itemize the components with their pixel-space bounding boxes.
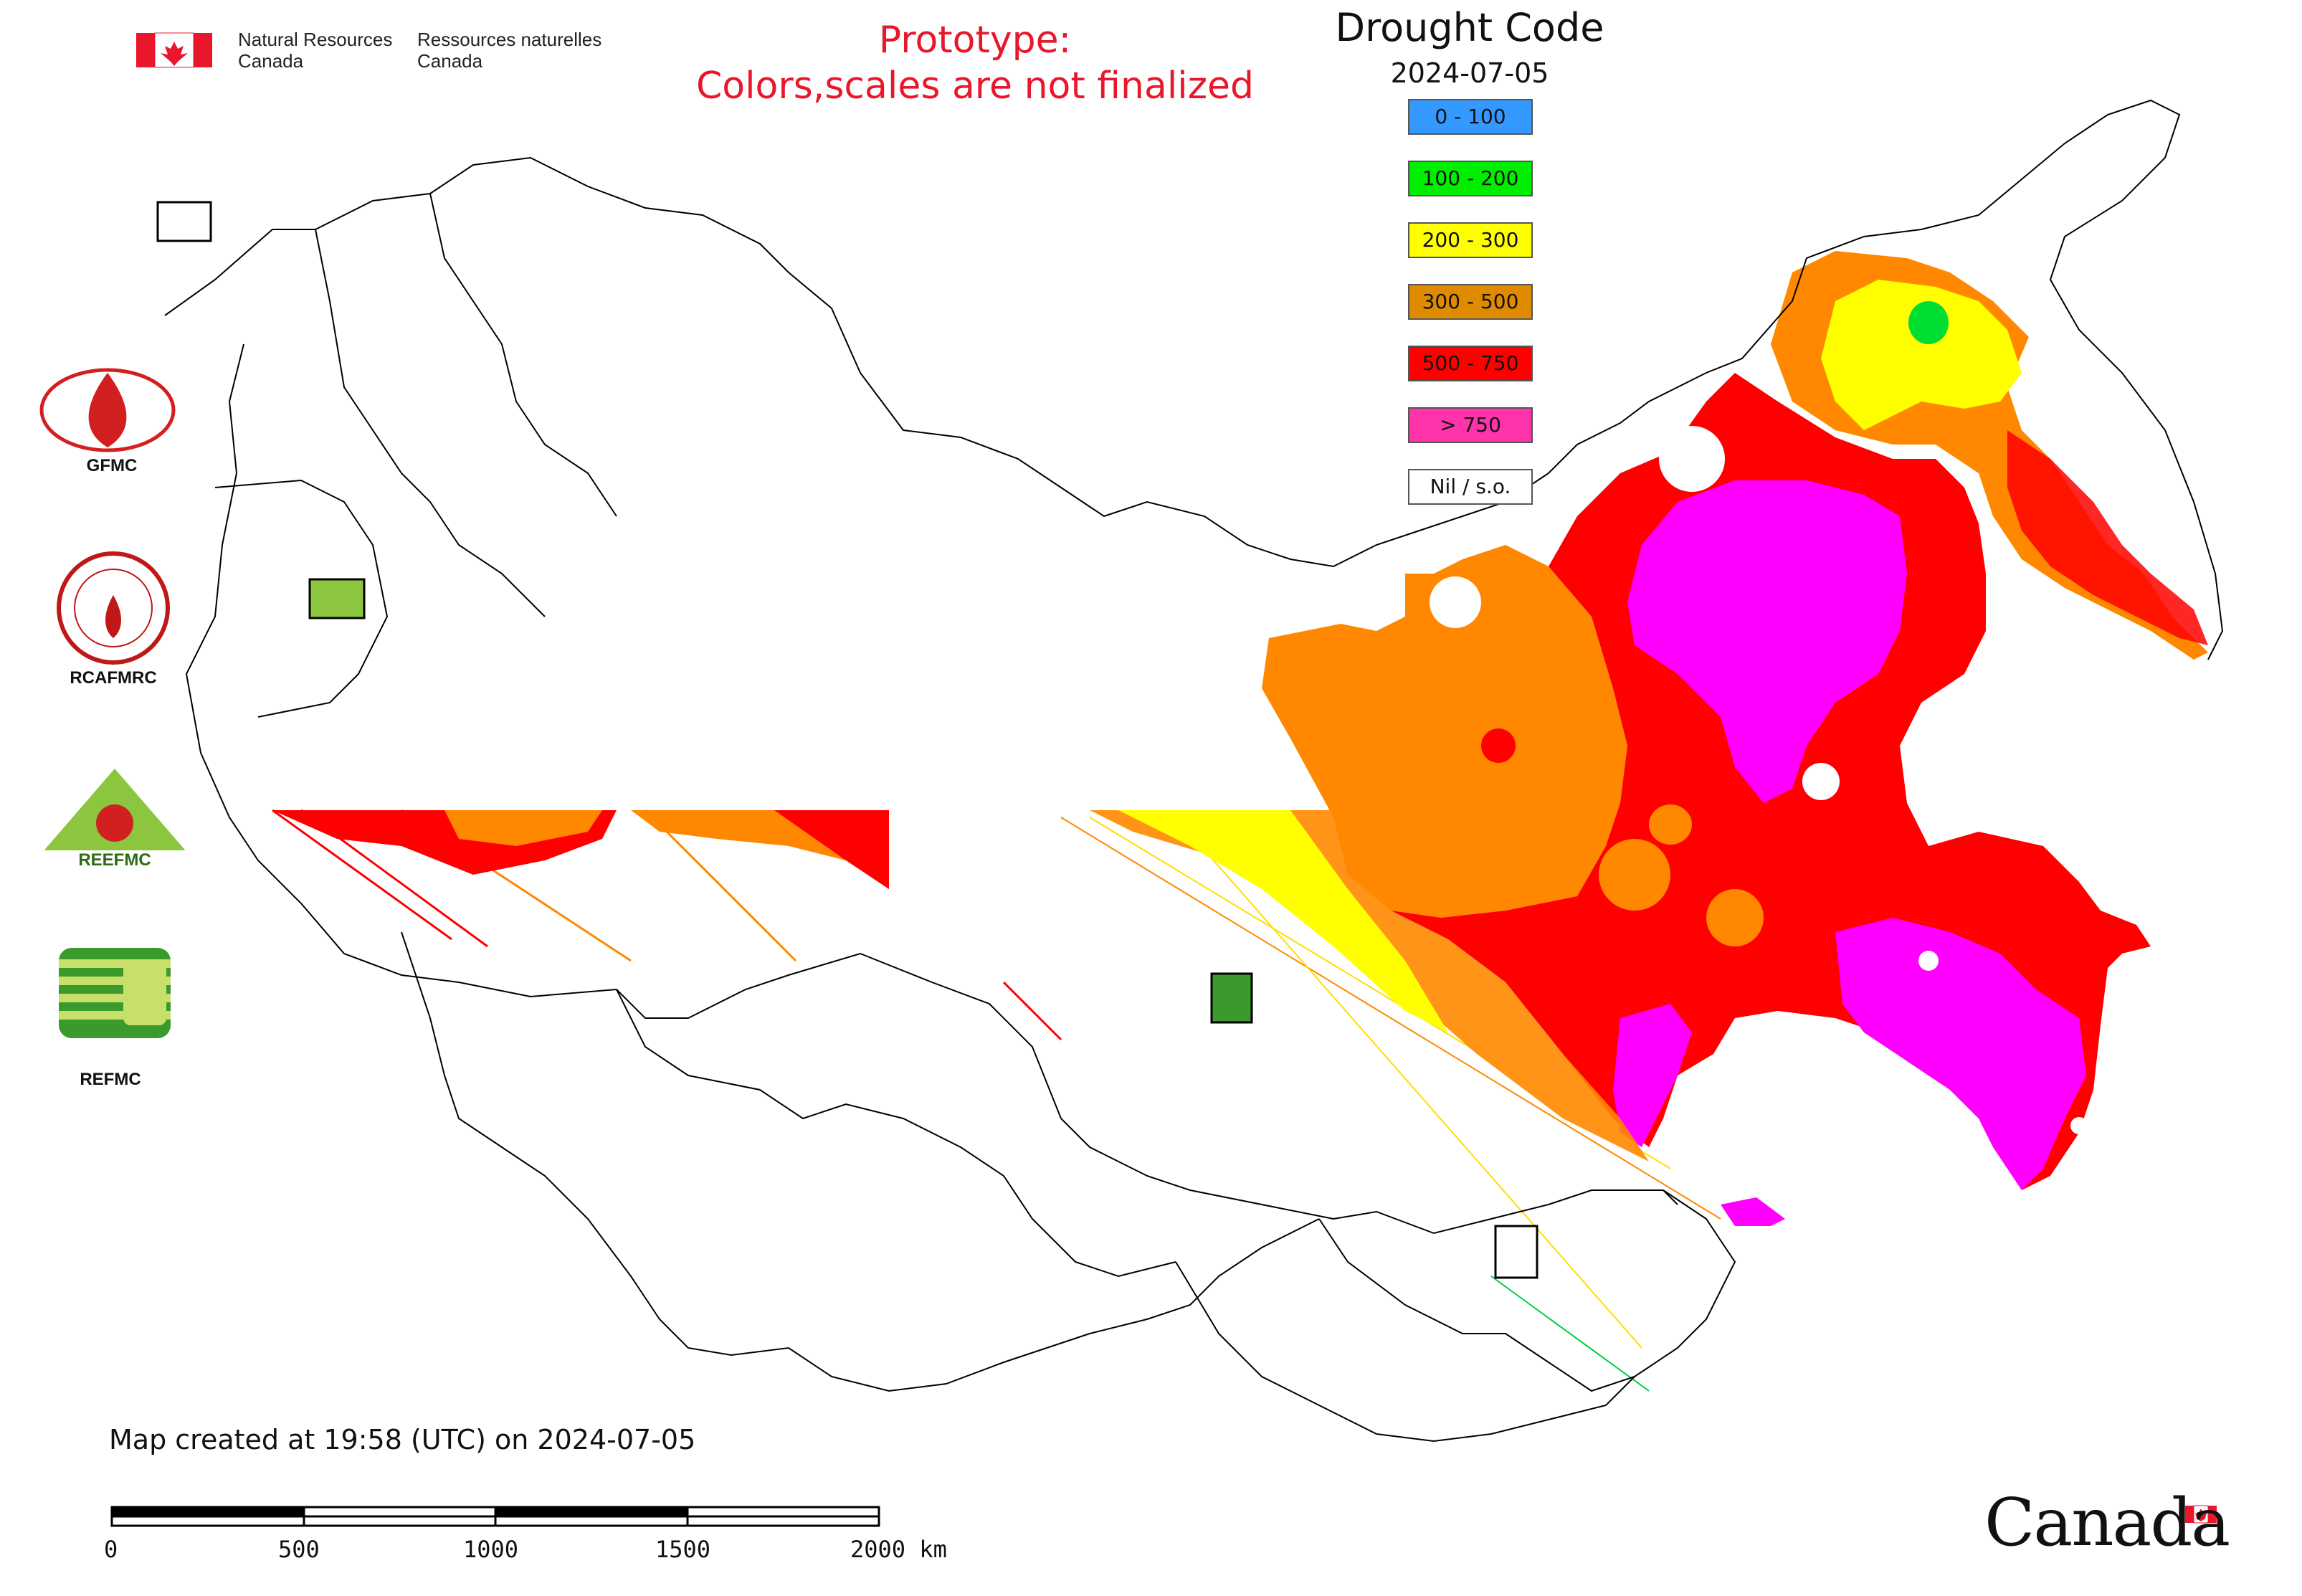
small-reefmc-marker-icon xyxy=(308,578,366,619)
reefmc-logo-text: REEFMC xyxy=(78,850,151,870)
country-borders xyxy=(164,99,2224,1443)
canada-wordmark: Canada xyxy=(1984,1484,2230,1561)
rcafmrc-logo-icon xyxy=(57,551,170,665)
prototype-line2: Colors,scales are not finalized xyxy=(695,65,1255,108)
scale-label-500: 500 xyxy=(278,1536,320,1563)
canada-flag-icon xyxy=(136,32,212,68)
agency-fr-line1: Ressources naturelles xyxy=(417,29,602,50)
legend-date: 2024-07-05 xyxy=(1390,57,1549,89)
small-rcafmrc-marker-icon xyxy=(1494,1225,1538,1279)
legend-class-200-300: 200 - 300 xyxy=(1408,222,1533,258)
reefmc-logo-icon xyxy=(39,769,191,872)
drought-shading xyxy=(272,251,2208,1392)
scale-label-1500: 1500 xyxy=(655,1536,711,1563)
gfmc-logo-icon xyxy=(39,368,176,452)
small-refmc-marker-icon xyxy=(1210,972,1253,1024)
legend-class-nil: Nil / s.o. xyxy=(1408,469,1533,505)
agency-fr-line2: Canada xyxy=(417,50,483,72)
legend-class-300-500: 300 - 500 xyxy=(1408,284,1533,320)
prototype-line1: Prototype: xyxy=(878,19,1072,62)
agency-en-line1: Natural Resources xyxy=(238,29,393,50)
rcafmrc-label: RCAFMRC xyxy=(70,668,157,688)
scale-bar xyxy=(110,1506,880,1527)
legend-class-0-100: 0 - 100 xyxy=(1408,99,1533,135)
refmc-label: REFMC xyxy=(80,1070,141,1089)
agency-en-line2: Canada xyxy=(238,50,304,72)
gfmc-label: GFMC xyxy=(86,456,138,475)
small-gfmc-marker-icon xyxy=(156,201,212,242)
scale-label-2000: 2000 km xyxy=(850,1536,947,1563)
legend-class-over-750: > 750 xyxy=(1408,407,1533,443)
scale-label-0: 0 xyxy=(104,1536,118,1563)
agency-name-en: Natural Resources Canada xyxy=(238,29,392,72)
refmc-logo-icon xyxy=(59,948,171,1038)
canada-wordmark-flag-icon xyxy=(2185,1505,2217,1524)
scale-label-1000: 1000 xyxy=(463,1536,519,1563)
prototype-notice: Prototype: Colors,scales are not finaliz… xyxy=(685,17,1265,109)
legend-class-100-200: 100 - 200 xyxy=(1408,161,1533,196)
legend-class-500-750: 500 - 750 xyxy=(1408,346,1533,381)
legend-title: Drought Code xyxy=(1335,5,1604,50)
agency-name-fr: Ressources naturelles Canada xyxy=(417,29,601,72)
map-created-text: Map created at 19:58 (UTC) on 2024-07-05 xyxy=(109,1424,696,1455)
